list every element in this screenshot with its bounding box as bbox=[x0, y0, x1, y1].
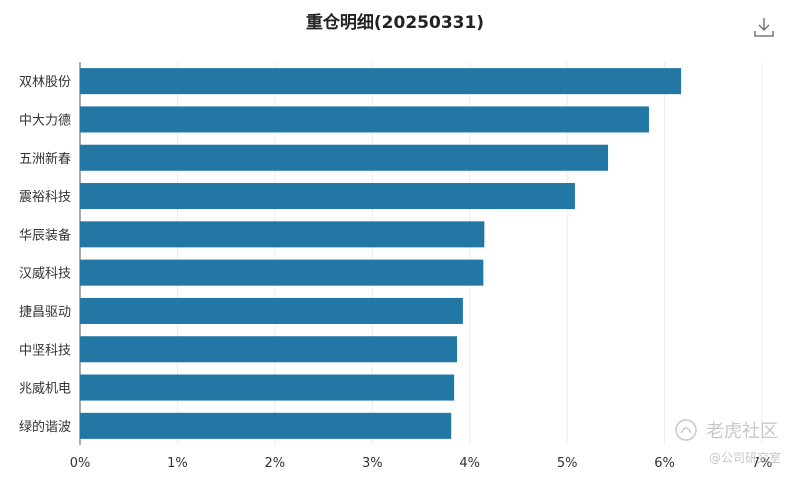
category-label: 中坚科技 bbox=[19, 343, 71, 358]
x-tick-label: 4% bbox=[459, 456, 480, 471]
category-label: 中大力德 bbox=[19, 113, 71, 128]
bar[interactable] bbox=[80, 259, 484, 286]
x-tick-label: 2% bbox=[265, 456, 286, 471]
bar[interactable] bbox=[80, 412, 452, 439]
category-label: 五洲新春 bbox=[19, 151, 71, 167]
chart-title: 重仓明细(20250331) bbox=[306, 12, 484, 33]
watermark: 老虎社区 @公司研究室 bbox=[675, 419, 781, 465]
tiger-logo-icon bbox=[675, 419, 697, 441]
bar[interactable] bbox=[80, 183, 575, 210]
category-label: 捷昌驱动 bbox=[19, 305, 71, 320]
bar[interactable] bbox=[80, 297, 463, 324]
bar[interactable] bbox=[80, 106, 649, 133]
category-label: 双林股份 bbox=[19, 75, 71, 90]
watermark-brand: 老虎社区 bbox=[706, 421, 778, 442]
bar[interactable] bbox=[80, 221, 485, 248]
bar[interactable] bbox=[80, 68, 682, 95]
category-label: 震裕科技 bbox=[19, 190, 71, 205]
watermark-handle: @公司研究室 bbox=[709, 450, 781, 465]
bar[interactable] bbox=[80, 144, 609, 171]
x-tick-label: 6% bbox=[654, 456, 675, 471]
bar[interactable] bbox=[80, 374, 455, 401]
category-label: 汉威科技 bbox=[19, 267, 71, 282]
category-label: 华辰装备 bbox=[19, 227, 71, 243]
x-tick-label: 3% bbox=[362, 456, 383, 471]
category-label: 绿的谐波 bbox=[19, 419, 71, 435]
x-tick-labels: 0% 1% 2% 3% 4% 5% 6% 7% bbox=[70, 456, 773, 471]
bars bbox=[80, 68, 682, 439]
category-label: 兆威机电 bbox=[19, 382, 71, 397]
x-tick-label: 7% bbox=[752, 456, 773, 471]
download-icon[interactable] bbox=[752, 15, 776, 39]
x-tick-label: 5% bbox=[557, 456, 578, 471]
x-tick-label: 0% bbox=[70, 456, 91, 471]
bar[interactable] bbox=[80, 336, 458, 363]
x-tick-label: 1% bbox=[167, 456, 188, 471]
